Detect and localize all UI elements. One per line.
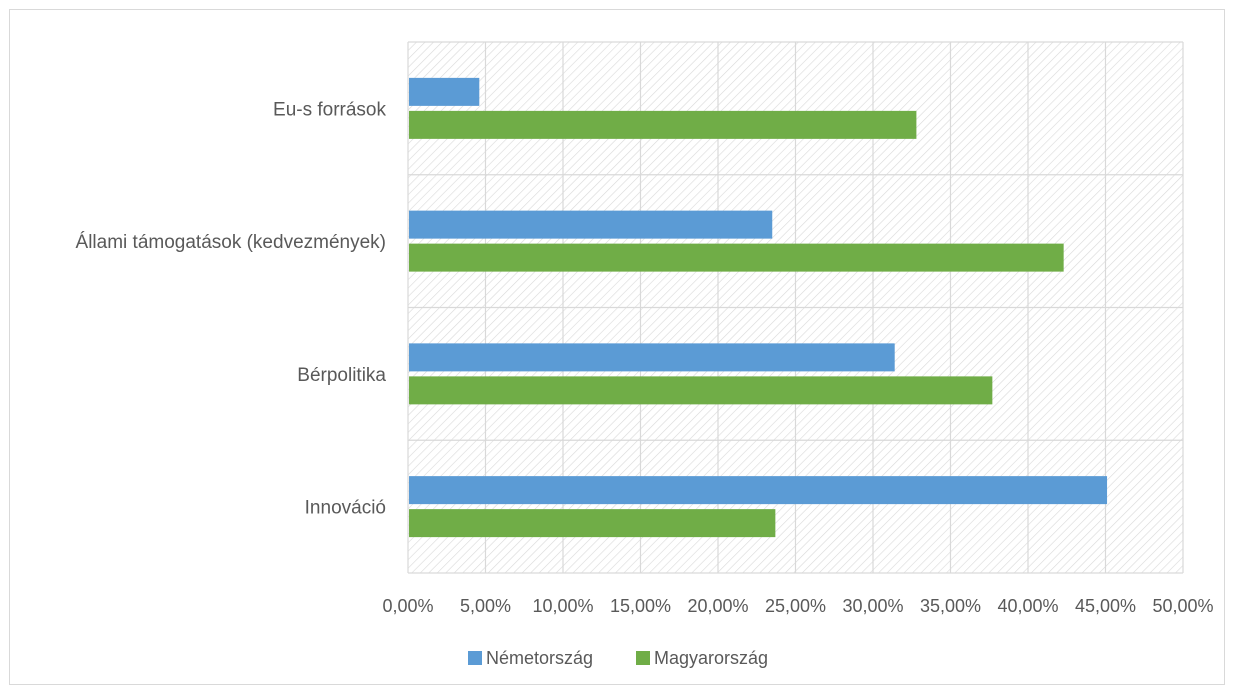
x-tick-label: 35,00% <box>920 596 981 616</box>
x-tick-label: 25,00% <box>765 596 826 616</box>
x-tick-label: 45,00% <box>1075 596 1136 616</box>
category-label: Állami támogatások (kedvezmények) <box>76 232 386 253</box>
y-axis-category-labels: Eu-s források Állami támogatások (kedvezm… <box>76 99 387 518</box>
bar-nemetorszag <box>409 77 480 106</box>
x-tick-label: 10,00% <box>532 596 593 616</box>
bar-nemetorszag <box>409 476 1108 505</box>
bar-magyarorszag <box>409 376 993 405</box>
bar-magyarorszag <box>409 243 1064 272</box>
x-tick-label: 40,00% <box>997 596 1058 616</box>
x-tick-label: 20,00% <box>687 596 748 616</box>
x-axis-tick-labels: 0,00% 5,00% 10,00% 15,00% 20,00% 25,00% 30,00%… <box>382 596 1213 616</box>
bar-magyarorszag <box>409 509 776 538</box>
legend-label: Magyarország <box>654 648 768 668</box>
x-tick-label: 30,00% <box>842 596 903 616</box>
bars <box>409 77 1108 538</box>
category-label: Innováció <box>305 498 386 519</box>
bar-nemetorszag <box>409 210 773 239</box>
x-tick-label: 50,00% <box>1152 596 1213 616</box>
category-label: Eu-s források <box>273 99 386 120</box>
legend-swatch <box>636 651 650 665</box>
legend-swatch <box>468 651 482 665</box>
x-tick-label: 5,00% <box>460 596 511 616</box>
bar-nemetorszag <box>409 343 895 372</box>
category-label: Bérpolitika <box>297 365 386 386</box>
bar-magyarorszag <box>409 110 917 139</box>
x-tick-label: 15,00% <box>610 596 671 616</box>
legend-label: Németország <box>486 648 593 668</box>
x-tick-label: 0,00% <box>382 596 433 616</box>
legend: Németország Magyarország <box>468 648 768 668</box>
